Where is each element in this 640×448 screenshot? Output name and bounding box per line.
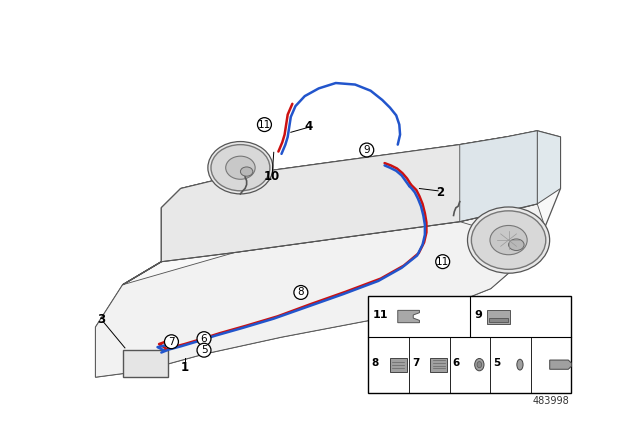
Circle shape [360, 143, 374, 157]
Ellipse shape [475, 358, 484, 371]
Text: 483998: 483998 [533, 396, 570, 405]
Ellipse shape [211, 145, 270, 191]
Text: 11: 11 [373, 310, 388, 320]
Text: 6: 6 [452, 358, 460, 368]
Ellipse shape [517, 359, 523, 370]
Polygon shape [95, 204, 545, 377]
Polygon shape [161, 131, 537, 262]
Ellipse shape [490, 225, 527, 255]
Text: 7: 7 [168, 337, 175, 347]
Text: 9: 9 [364, 145, 370, 155]
Circle shape [197, 343, 211, 357]
Ellipse shape [208, 142, 273, 194]
Ellipse shape [241, 167, 253, 176]
Polygon shape [95, 131, 561, 377]
Ellipse shape [226, 156, 255, 179]
Text: 9: 9 [474, 310, 483, 320]
FancyBboxPatch shape [123, 350, 168, 377]
Text: 8: 8 [371, 358, 379, 368]
Text: 4: 4 [305, 121, 313, 134]
Circle shape [294, 285, 308, 299]
Polygon shape [397, 310, 419, 323]
Text: 5: 5 [493, 358, 500, 368]
Circle shape [436, 255, 450, 269]
Text: 11: 11 [436, 257, 449, 267]
Ellipse shape [467, 207, 550, 273]
FancyBboxPatch shape [390, 358, 406, 372]
FancyBboxPatch shape [489, 318, 508, 322]
Polygon shape [537, 131, 561, 204]
Text: 10: 10 [264, 170, 280, 184]
Ellipse shape [477, 362, 482, 368]
Text: 2: 2 [436, 186, 444, 199]
Polygon shape [550, 360, 572, 369]
FancyBboxPatch shape [487, 310, 510, 324]
Text: 8: 8 [298, 288, 304, 297]
Text: 1: 1 [180, 362, 189, 375]
Circle shape [164, 335, 179, 349]
FancyBboxPatch shape [430, 358, 447, 372]
Ellipse shape [509, 239, 524, 250]
Circle shape [257, 118, 271, 132]
Text: 3: 3 [98, 313, 106, 326]
Polygon shape [123, 137, 537, 285]
Text: 5: 5 [201, 345, 207, 355]
Circle shape [197, 332, 211, 345]
Text: 7: 7 [412, 358, 419, 368]
Text: 11: 11 [258, 120, 271, 129]
Polygon shape [460, 131, 537, 222]
Text: 6: 6 [201, 334, 207, 344]
Ellipse shape [472, 211, 546, 269]
FancyBboxPatch shape [368, 296, 572, 392]
